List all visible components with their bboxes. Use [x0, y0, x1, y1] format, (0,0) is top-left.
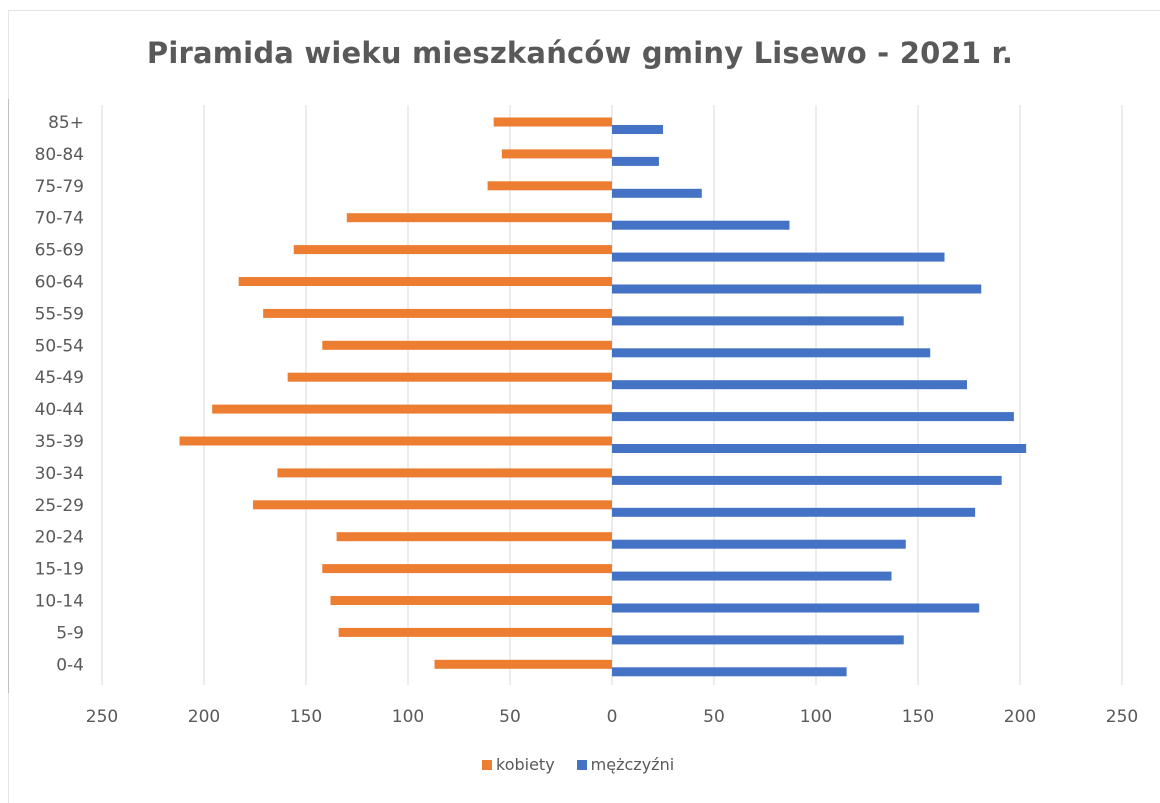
y-tick-label-45-49: 45-49 [35, 368, 84, 388]
x-tick-label-7: 100 [800, 707, 832, 727]
x-tick-label-8: 150 [902, 707, 934, 727]
bar-kobiety-20-24 [336, 532, 612, 542]
bar-kobiety-10-14 [330, 596, 612, 605]
bar-kobiety-15-19 [322, 564, 612, 574]
y-tick-label-25-29: 25-29 [35, 496, 84, 516]
y-tick-label-0-4: 0-4 [56, 655, 84, 675]
legend-label-kobiety: kobiety [496, 755, 555, 774]
bar-mezczyzni-35-39 [612, 444, 1027, 453]
y-tick-label-5-9: 5-9 [56, 623, 84, 643]
y-tick-label-60-64: 60-64 [35, 273, 84, 293]
y-tick-label-85+: 85+ [48, 113, 84, 133]
legend-swatch-kobiety [482, 759, 492, 770]
bar-mezczyzni-40-44 [612, 412, 1014, 422]
bar-mezczyzni-55-59 [612, 316, 904, 326]
bar-mezczyzni-25-29 [612, 507, 976, 517]
x-tick-label-0: 250 [86, 707, 118, 727]
y-tick-label-15-19: 15-19 [35, 560, 84, 580]
bar-kobiety-60-64 [238, 277, 612, 286]
bar-mezczyzni-65-69 [612, 252, 945, 262]
y-tick-label-55-59: 55-59 [35, 304, 84, 324]
x-tick-label-1: 200 [188, 707, 220, 727]
bar-kobiety-45-49 [287, 372, 612, 382]
legend: kobiety mężczyźni [482, 755, 696, 774]
y-tick-label-80-84: 80-84 [35, 145, 84, 165]
chart-title: Piramida wieku mieszkańców gminy Lisewo … [146, 36, 1014, 70]
bar-mezczyzni-70-74 [612, 220, 790, 230]
y-tick-label-30-34: 30-34 [35, 464, 84, 484]
bar-kobiety-30-34 [277, 468, 612, 478]
x-tick-label-9: 200 [1004, 707, 1036, 727]
legend-item-mezczyzni: mężczyźni [576, 755, 675, 774]
bar-mezczyzni-15-19 [612, 571, 892, 581]
x-tick-label-4: 50 [499, 707, 521, 727]
bar-mezczyzni-5-9 [612, 635, 904, 645]
y-tick-label-35-39: 35-39 [35, 432, 84, 452]
bar-kobiety-5-9 [338, 627, 612, 637]
bar-mezczyzni-80-84 [612, 156, 659, 166]
legend-label-mezczyzni: mężczyźni [590, 755, 675, 774]
bar-kobiety-50-54 [322, 340, 612, 350]
bar-kobiety-40-44 [212, 404, 612, 414]
bar-mezczyzni-0-4 [612, 667, 847, 677]
bar-mezczyzni-20-24 [612, 539, 906, 549]
bar-mezczyzni-10-14 [612, 603, 980, 613]
y-tick-label-20-24: 20-24 [35, 528, 84, 548]
bar-mezczyzni-45-49 [612, 380, 967, 390]
legend-item-kobiety: kobiety [482, 755, 555, 774]
bar-mezczyzni-60-64 [612, 284, 982, 294]
x-tick-label-10: 250 [1106, 707, 1138, 727]
bar-kobiety-75-79 [487, 181, 612, 191]
bar-mezczyzni-75-79 [612, 188, 702, 198]
bar-kobiety-80-84 [501, 149, 612, 159]
bar-mezczyzni-85+ [612, 125, 663, 134]
y-tick-label-70-74: 70-74 [35, 209, 84, 229]
y-tick-label-75-79: 75-79 [35, 177, 84, 197]
x-axis-tick-labels: 250 200 150 100 50 0 50 100 150 200 250 [86, 707, 1138, 727]
gridlines [8, 99, 1123, 693]
bar-kobiety-85+ [493, 117, 612, 127]
bar-kobiety-65-69 [293, 245, 612, 255]
x-tick-label-6: 50 [703, 707, 725, 727]
bar-mezczyzni-50-54 [612, 348, 931, 358]
bar-mezczyzni-30-34 [612, 475, 1002, 485]
bar-kobiety-70-74 [346, 213, 612, 223]
y-tick-label-40-44: 40-44 [35, 400, 84, 420]
bar-kobiety-0-4 [434, 659, 612, 669]
x-tick-label-3: 100 [392, 707, 424, 727]
legend-swatch-mezczyzni [576, 759, 587, 770]
x-tick-label-5: 0 [607, 707, 618, 727]
y-tick-label-50-54: 50-54 [35, 336, 84, 356]
y-axis-tick-labels: 0-4 5-9 10-14 15-19 20-24 25-29 30-34 35-39 40-4… [35, 113, 84, 675]
bar-kobiety-55-59 [263, 308, 612, 318]
y-tick-label-10-14: 10-14 [35, 592, 84, 612]
bar-kobiety-25-29 [252, 500, 612, 510]
bar-kobiety-35-39 [179, 436, 612, 446]
bars [179, 117, 1027, 677]
x-tick-label-2: 150 [290, 707, 322, 727]
y-tick-label-65-69: 65-69 [35, 241, 84, 261]
